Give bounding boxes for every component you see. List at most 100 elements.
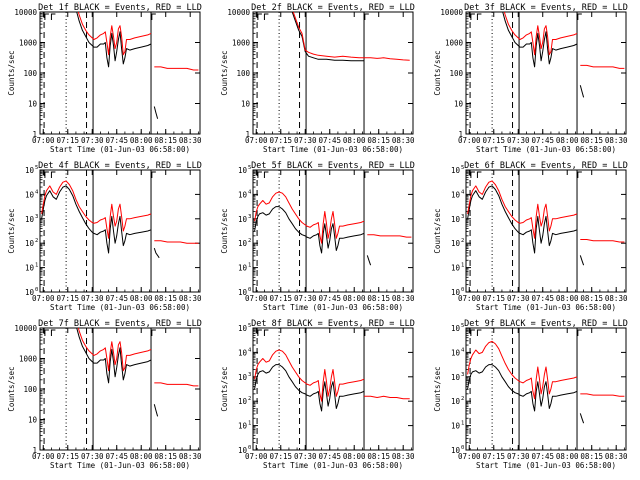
y-tick-label: 10 [451, 166, 461, 175]
y-tick-label: 1 [32, 446, 37, 455]
y-tick-exponent: 3 [35, 214, 38, 220]
y-tick-label: 10 [25, 166, 35, 175]
plot-frame [39, 169, 201, 293]
series-lld-segment-2 [154, 66, 199, 71]
y-tick-label: 10 [25, 288, 35, 297]
attenuator-bracket [151, 13, 156, 20]
y-axis-label: Counts/sec [433, 50, 442, 95]
y-tick-label: 10 [451, 373, 461, 382]
y-tick-label: 10 [238, 288, 248, 297]
y-tick-exponent: 3 [248, 372, 251, 378]
y-tick-label: 10 [238, 422, 248, 431]
x-tick-label: 08:15 [154, 452, 177, 461]
y-tick-label: 10 [238, 324, 248, 333]
series-lld-segment-1 [77, 12, 152, 56]
series-events-segment-2 [153, 404, 159, 417]
y-tick-exponent: 3 [248, 214, 251, 220]
series-lld-segment-1 [41, 180, 152, 239]
series-lld-segment-2 [364, 57, 410, 61]
attenuator-bracket [44, 13, 49, 20]
x-tick-label: 07:00 [458, 136, 481, 145]
y-tick-label: 1000 [19, 39, 38, 48]
y-tick-exponent: 0 [461, 445, 464, 451]
series-events-segment-2 [579, 85, 585, 98]
series-lld-segment-2 [580, 239, 625, 243]
x-tick-label: 08:00 [343, 136, 366, 145]
series-lld-segment-1 [254, 349, 365, 402]
plot-area [254, 191, 412, 266]
attenuator-bracket [577, 329, 582, 336]
x-tick-label: 08:30 [605, 294, 628, 303]
y-tick-label: 10 [238, 446, 248, 455]
y-tick-label: 10 [28, 100, 38, 109]
x-tick-label: 07:30 [507, 452, 530, 461]
y-tick-label: 10 [238, 190, 248, 199]
x-tick-label: 08:30 [392, 136, 415, 145]
y-tick-label: 10 [451, 190, 461, 199]
y-tick-label: 1 [458, 130, 463, 139]
x-tick-label: 08:00 [130, 294, 153, 303]
y-tick-label: 10 [238, 239, 248, 248]
y-tick-label: 1 [32, 130, 37, 139]
y-tick-label: 10 [28, 416, 38, 425]
x-tick-label: 07:45 [318, 294, 341, 303]
y-tick-label: 10 [451, 348, 461, 357]
y-tick-exponent: 5 [248, 165, 251, 171]
series-lld-segment-1 [254, 191, 365, 244]
y-tick-label: 10 [238, 348, 248, 357]
attenuator-bracket [263, 13, 269, 20]
x-tick-label: 07:15 [269, 136, 292, 145]
plot-frame [252, 11, 414, 135]
series-events-segment-1 [76, 328, 152, 384]
y-tick-exponent: 2 [248, 396, 251, 402]
x-tick-label: 07:30 [507, 136, 530, 145]
attenuator-bracket [263, 171, 269, 178]
x-axis-label: Start Time (01-Jun-03 06:58:00) [50, 303, 190, 312]
x-tick-label: 08:30 [605, 452, 628, 461]
x-axis-label: Start Time (01-Jun-03 06:58:00) [50, 461, 190, 470]
y-tick-label: 1000 [232, 39, 251, 48]
x-tick-label: 07:45 [318, 452, 341, 461]
y-tick-exponent: 2 [461, 238, 464, 244]
attenuator-bracket [44, 171, 49, 178]
x-tick-label: 08:00 [556, 294, 579, 303]
y-tick-label: 10 [451, 239, 461, 248]
plot-area [41, 180, 199, 259]
y-tick-label: 1 [245, 130, 250, 139]
attenuator-bracket [476, 13, 482, 20]
y-tick-exponent: 0 [35, 287, 38, 293]
y-tick-label: 10 [25, 190, 35, 199]
panel-det-1: Det 1f BLACK = Events, RED = LLD 1 10 100 10… [7, 3, 202, 154]
x-axis-label: Start Time (01-Jun-03 06:58:00) [476, 145, 616, 154]
x-tick-label: 07:30 [294, 294, 317, 303]
plot-area [76, 328, 199, 417]
panel-title: Det 1f BLACK = Events, RED = LLD [38, 3, 202, 13]
plot-area [254, 349, 410, 412]
y-tick-label: 10 [25, 239, 35, 248]
series-lld-segment-2 [364, 395, 410, 400]
x-tick-label: 07:45 [531, 294, 554, 303]
y-tick-exponent: 3 [461, 214, 464, 220]
series-lld-segment-1 [292, 12, 364, 59]
y-axis-label: Counts/sec [220, 50, 229, 95]
series-events-segment-1 [291, 12, 364, 62]
x-tick-label: 08:00 [130, 136, 153, 145]
y-tick-label: 10 [451, 422, 461, 431]
x-tick-label: 07:00 [245, 136, 268, 145]
y-tick-exponent: 1 [461, 421, 464, 427]
panel-title: Det 2f BLACK = Events, RED = LLD [251, 3, 415, 13]
x-tick-label: 07:45 [318, 136, 341, 145]
y-tick-label: 10000 [227, 8, 250, 17]
x-tick-label: 07:30 [81, 452, 104, 461]
x-tick-label: 07:00 [32, 136, 55, 145]
attenuator-bracket [470, 13, 475, 20]
series-events-segment-1 [254, 206, 365, 254]
y-tick-label: 10 [451, 446, 461, 455]
attenuator-bracket [257, 13, 262, 20]
series-events-segment-2 [579, 413, 585, 424]
x-tick-label: 07:45 [531, 136, 554, 145]
y-tick-exponent: 4 [461, 347, 465, 353]
x-axis-label: Start Time (01-Jun-03 06:58:00) [263, 303, 403, 312]
